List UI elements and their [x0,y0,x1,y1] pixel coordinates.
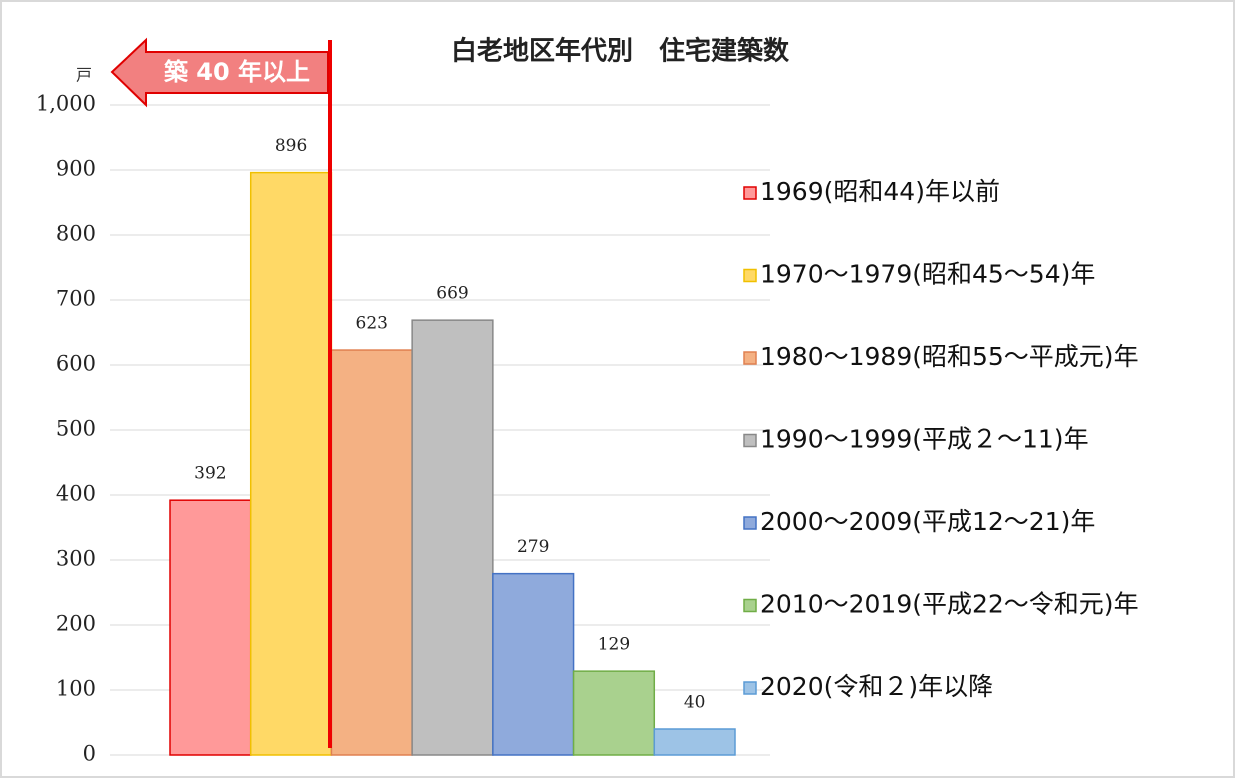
legend-label: 2010～2019(平成22～令和元)年 [760,590,1139,619]
y-tick-label: 100 [56,677,96,701]
bar [572,670,656,756]
legend-label: 1990～1999(平成２～11)年 [760,425,1089,454]
legend-label: 1969(昭和44)年以前 [760,177,1000,206]
y-tick-label: 900 [56,157,96,181]
legend-swatch [743,351,757,365]
data-label: 279 [517,537,549,557]
y-tick-label: 1,000 [36,92,96,116]
bar [653,728,736,756]
legend-swatch [743,433,757,448]
data-label: 669 [436,284,468,304]
chart-title: 白老地区年代別 住宅建築数 [451,36,790,67]
legend-label: 2020(令和２)年以降 [760,672,993,701]
bar [169,499,252,756]
y-tick-label: 700 [56,287,96,311]
legend-swatch [743,186,757,200]
bar [492,572,575,756]
y-tick-label: 400 [56,482,96,506]
data-label: 896 [275,136,307,156]
legend-swatch [743,681,757,695]
legend-swatch [743,516,757,530]
y-unit: 戸 [76,66,92,85]
bar [330,349,413,756]
legend-swatch [743,268,757,283]
y-tick-label: 500 [56,417,96,441]
annotation-text: 築 40 年以上 [163,58,310,86]
legend-swatch [743,598,757,613]
data-label: 623 [356,314,388,334]
legend-label: 1980～1989(昭和55～平成元)年 [760,342,1139,371]
y-tick-label: 200 [56,612,96,636]
legend-label: 2000～2009(平成12～21)年 [760,507,1095,536]
legend-label: 1970～1979(昭和45～54)年 [760,260,1095,289]
data-label: 129 [598,635,630,655]
y-tick-label: 300 [56,547,96,571]
y-tick-label: 600 [56,352,96,376]
annotation-arrow [110,37,329,108]
bar [249,171,333,756]
bar [411,319,494,756]
data-label: 40 [684,693,706,713]
y-tick-label: 800 [56,222,96,246]
y-tick-label: 0 [83,742,96,766]
data-label: 392 [194,464,226,484]
